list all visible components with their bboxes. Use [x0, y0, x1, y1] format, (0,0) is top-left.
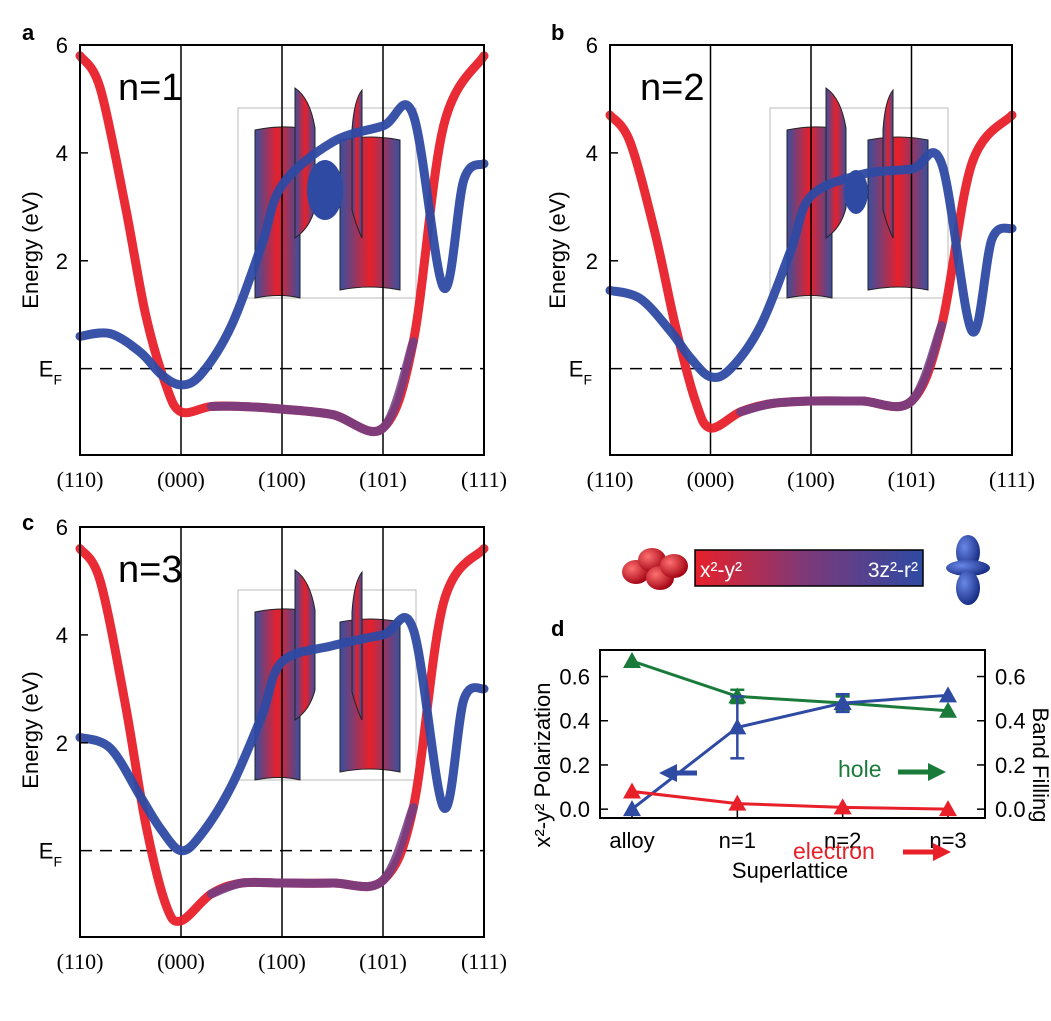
panel-b-band-mixed — [736, 321, 947, 417]
panel-c-band-structure: c n=3 Energy (eV) 2 4 6 EF (110) (000) (100) (1… — [18, 510, 507, 974]
panel-c-frame — [79, 526, 485, 938]
panel-a-band-mixed — [206, 337, 418, 437]
orbital-gradient-bar — [694, 549, 924, 587]
panel-c-y-axis-label: Energy (eV) — [18, 671, 43, 788]
panel-b-y-tick-label: 4 — [586, 141, 598, 166]
panel-d-marker-red — [728, 794, 747, 811]
panel-c-y-tick-label: 4 — [56, 623, 68, 648]
panel-d-polarization-chart: d x²-y² Polarization Band Filling Superl… — [530, 616, 1051, 883]
panel-b-frame — [609, 44, 1013, 456]
panel-letter-d: d — [551, 616, 564, 641]
panel-c-inset-fermi-surface — [237, 569, 417, 781]
panel-a-ef-label: EF — [39, 357, 62, 388]
dz2-orbital-icon — [946, 535, 990, 605]
panel-c-kpoint-label: (000) — [157, 949, 205, 974]
panel-a-plot-area: 2 4 6 EF (110) (000) (100) (101) (111) — [39, 33, 507, 492]
panel-d-right-tick-label: 0.2 — [995, 753, 1026, 778]
panel-d-hole-arrowhead — [928, 763, 946, 781]
panel-c-ef-label: EF — [39, 839, 62, 870]
panel-a-y-axis-label: Energy (eV) — [18, 191, 43, 308]
panel-d-right-tick-label: 0.4 — [995, 709, 1026, 734]
panel-d-marker-blue — [728, 718, 747, 735]
dx2y2-orbital-icon — [622, 548, 688, 590]
panel-b-ef-label: EF — [569, 357, 592, 388]
legend-right-label: 3z²-r² — [868, 559, 918, 582]
panel-d-electron-arrowhead — [933, 843, 951, 861]
panel-a-kpoint-label: (101) — [359, 467, 407, 492]
panel-c-kpoint-label: (110) — [57, 949, 104, 974]
panel-d-frame — [599, 649, 986, 819]
orbital-color-legend: x²-y² 3z²-r² — [622, 535, 990, 605]
panel-b-kpoint-label: (111) — [989, 467, 1035, 492]
panel-a-band-blue — [75, 100, 489, 390]
panel-a-kpoint-label: (000) — [157, 467, 205, 492]
panel-a-y-tick-label: 4 — [56, 141, 68, 166]
panel-c-plot-area: 2 4 6 EF (110) (000) (100) (101) (111) — [39, 515, 507, 974]
panel-a-kpoint-label: (100) — [258, 467, 306, 492]
panel-d-series-line-red — [631, 789, 949, 811]
panel-d-series-line-green — [631, 659, 949, 713]
panel-d-left-tick-label: 0.6 — [559, 665, 590, 690]
panel-letter-c: c — [22, 510, 34, 535]
panel-b-y-tick-label: 2 — [586, 249, 598, 274]
panel-d-series-line-blue — [631, 693, 949, 811]
panel-c-n-label: n=3 — [118, 549, 182, 591]
panel-d-right-tick-label: 0.6 — [995, 665, 1026, 690]
panel-a-n-label: n=1 — [118, 67, 182, 109]
panel-d-right-axis-label: Band Filling — [1028, 708, 1051, 823]
panel-a-kpoint-label: (110) — [57, 467, 104, 492]
panel-d-marker-red — [833, 798, 852, 815]
panel-letter-a: a — [22, 20, 35, 45]
panel-b-n-label: n=2 — [640, 67, 704, 109]
panel-b-kpoint-label: (100) — [787, 467, 835, 492]
panel-d-marker-blue — [833, 694, 852, 711]
panel-d-marker-red — [623, 782, 641, 799]
panel-c-y-tick-label: 2 — [56, 731, 68, 756]
panel-d-left-tick-label: 0.0 — [559, 797, 590, 822]
panel-c-y-tick-label: 6 — [56, 515, 68, 540]
panel-b-kpoint-label: (000) — [687, 467, 735, 492]
panel-c-kpoint-label: (100) — [258, 949, 306, 974]
panel-c-band-mixed — [206, 803, 418, 899]
panel-a-y-tick-label: 6 — [56, 33, 68, 58]
panel-a-kpoint-label: (111) — [461, 467, 507, 492]
panel-c-kpoint-label: (101) — [359, 949, 407, 974]
panel-letter-b: b — [551, 20, 564, 45]
panel-b-band-blue — [605, 148, 1017, 382]
panel-b-kpoint-label: (101) — [888, 467, 936, 492]
panel-d-left-tick-label: 0.4 — [559, 709, 590, 734]
panel-d-left-tick-label: 0.2 — [559, 753, 590, 778]
panel-b-plot-area: 2 4 6 EF (110) (000) (100) (101) (111) — [569, 33, 1035, 492]
panel-d-marker-green — [939, 701, 957, 718]
panel-d-marker-blue — [623, 800, 641, 817]
panel-d-left-axis-label: x²-y² Polarization — [530, 682, 555, 847]
panel-a-inset-fermi-surface — [237, 87, 417, 299]
panel-b-kpoint-label: (110) — [587, 467, 634, 492]
panel-b-band-structure: b n=2 Energy (eV) 2 4 6 EF (110) (000) (100) (1… — [545, 20, 1035, 492]
panel-a-y-tick-label: 2 — [56, 249, 68, 274]
panel-c-band-blue — [75, 613, 489, 856]
panel-b-inset-fermi-surface — [769, 87, 949, 299]
panel-a-frame — [79, 44, 485, 456]
legend-left-label: x²-y² — [700, 559, 742, 582]
panel-d-marker-green — [623, 652, 641, 669]
panel-d-polarization-arrowhead — [659, 764, 677, 782]
panel-d-electron-label: electron — [793, 838, 875, 864]
panel-d-x-axis-label: Superlattice — [732, 858, 848, 883]
panel-b-y-tick-label: 6 — [586, 33, 598, 58]
panel-a-band-structure: a n=1 Energy (eV) 2 4 6 EF (110) (000) (100) (1… — [18, 20, 507, 492]
panel-d-x-tick-label: n=2 — [824, 828, 861, 853]
panel-d-hole-label: hole — [838, 756, 881, 782]
panel-b-y-axis-label: Energy (eV) — [545, 191, 570, 308]
panel-d-marker-blue — [939, 686, 957, 703]
panel-d-right-tick-label: 0.0 — [995, 797, 1026, 822]
panel-d-marker-red — [939, 800, 957, 817]
panel-c-kpoint-label: (111) — [461, 949, 507, 974]
panel-d-x-tick-label: n=1 — [719, 828, 756, 853]
panel-d-x-tick-label: alloy — [609, 828, 654, 853]
